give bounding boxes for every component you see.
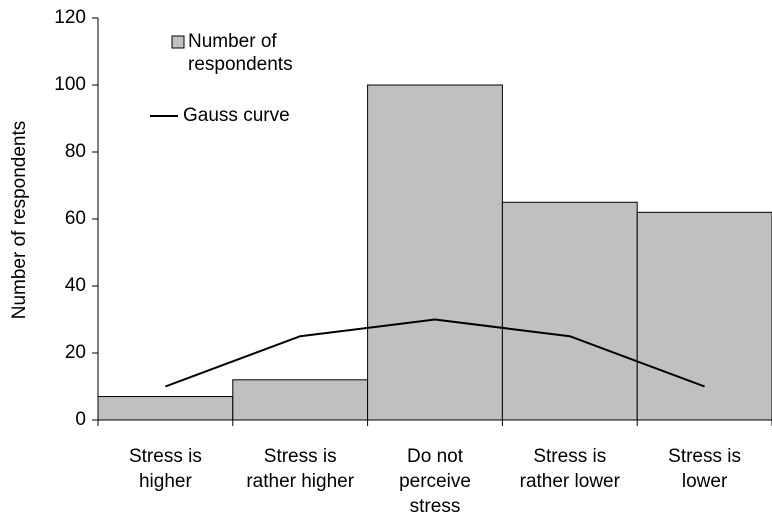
bar [97, 396, 234, 421]
legend-swatch [171, 35, 185, 49]
y-tick-label: 0 [75, 409, 86, 430]
x-tick-label: Stress is higher [128, 446, 202, 492]
bar [636, 211, 772, 421]
legend-label: Gauss curve [183, 105, 290, 126]
x-tick-label: Stress is rather higher [246, 446, 355, 492]
y-axis-label: Number of respondents [9, 121, 30, 320]
y-tick-label: 120 [54, 7, 86, 28]
y-tick-label: 20 [65, 342, 86, 363]
y-tick-label: 100 [54, 74, 86, 95]
line [165, 318, 705, 388]
y-tick-label: 80 [65, 141, 86, 162]
x-tick-label: Stress is rather lower [519, 446, 620, 492]
bar [232, 379, 369, 421]
bar [501, 201, 638, 421]
x-tick-label: Stress is lower [668, 446, 742, 492]
x-tick-label: Do not perceive stress [399, 446, 471, 517]
bar [367, 84, 503, 421]
y-tick-label: 60 [65, 208, 86, 229]
legend-label: Number of respondents [188, 31, 293, 75]
y-tick-label: 40 [65, 275, 86, 296]
